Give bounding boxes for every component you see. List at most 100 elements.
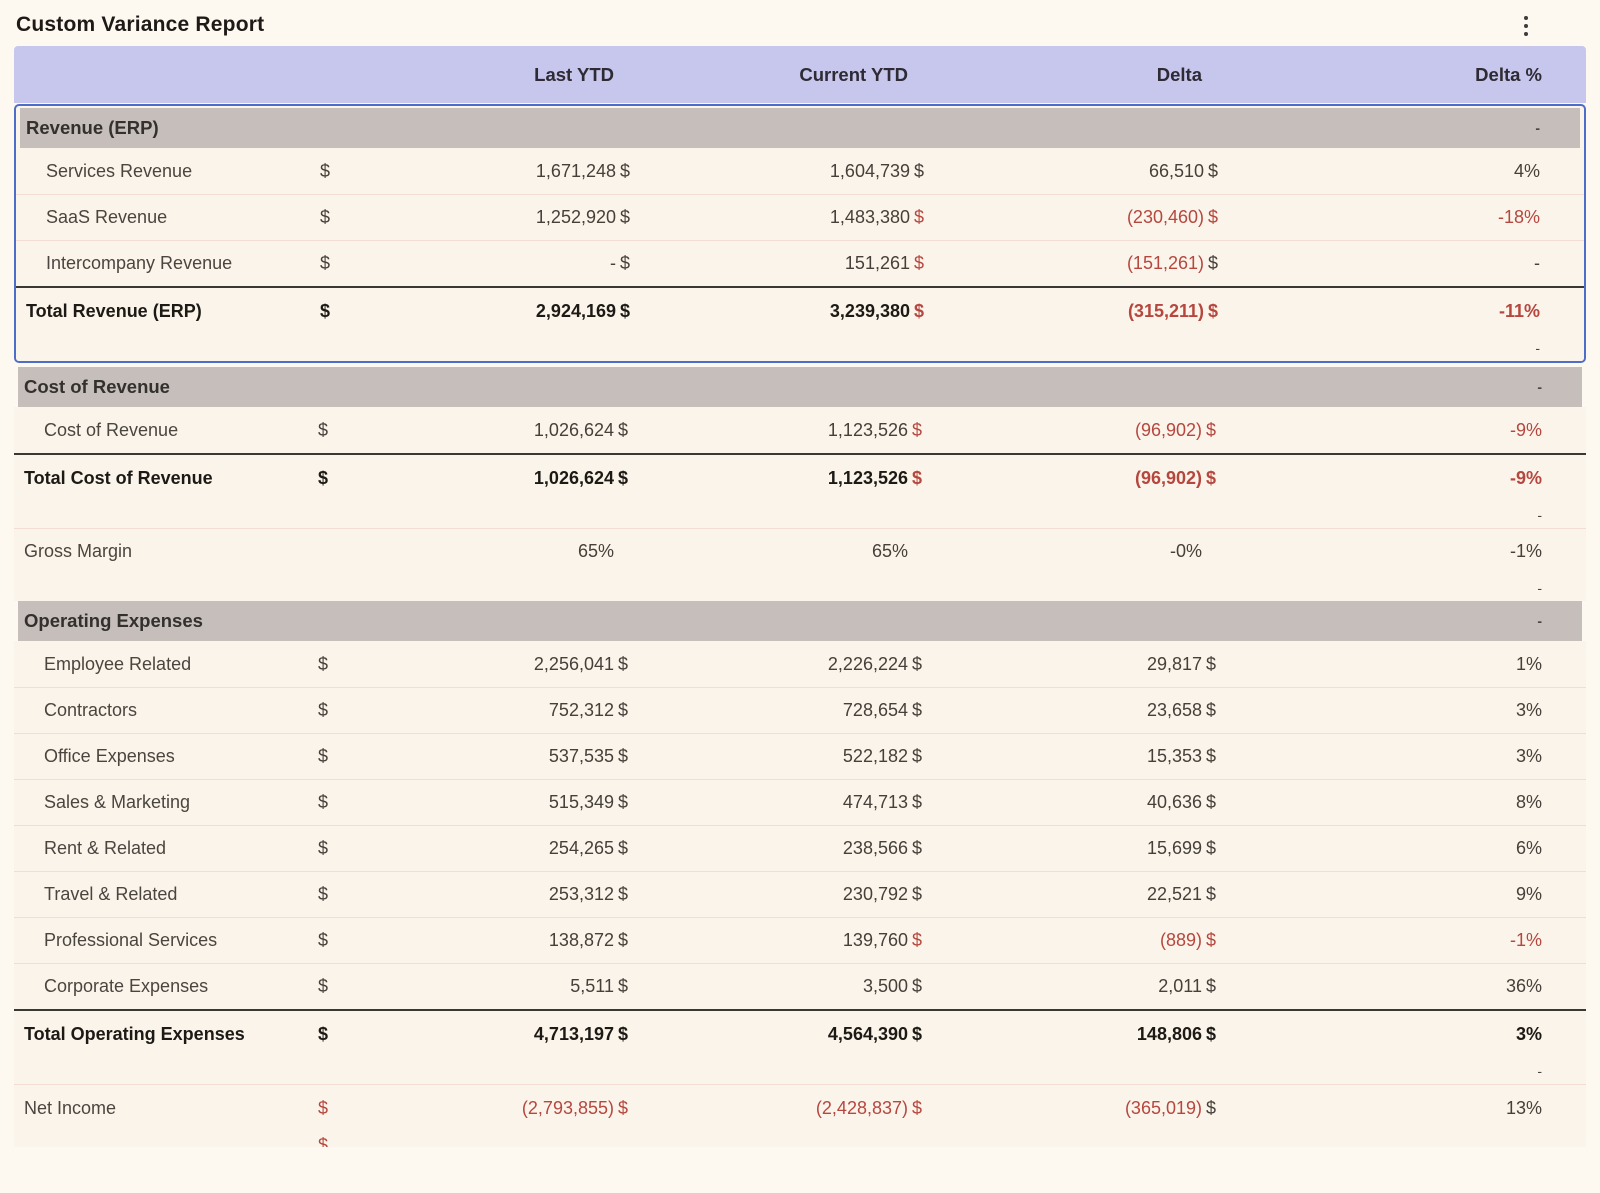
cell-value: (365,019) [1124, 1098, 1202, 1118]
section-header-row[interactable]: Revenue (ERP) - [20, 108, 1580, 148]
cell-value: 1,123,526 [827, 467, 908, 488]
section-dash: - [1535, 120, 1540, 136]
currency-symbol: $ [912, 792, 923, 812]
section-label: Revenue (ERP) [26, 117, 159, 138]
currency-symbol: $ [618, 467, 629, 488]
table-row[interactable]: Corporate Expenses $5,511 $3,500 $2,011 $36% [14, 963, 1586, 1009]
cell-value: 254,265 [548, 838, 614, 858]
cell-value: 1,026,624 [533, 467, 614, 488]
table-body: Cost of Revenue - Cost of Revenue $1,026,62… [14, 367, 1586, 1147]
currency-symbol: $ [620, 300, 631, 321]
currency-symbol: $ [1208, 160, 1219, 181]
row-label: Total Operating Expenses [24, 1023, 245, 1044]
currency-symbol: $ [912, 1098, 923, 1118]
page-title: Custom Variance Report [16, 13, 265, 36]
cell-value: 3% [1515, 700, 1542, 720]
table-row[interactable]: Office Expenses $537,535 $522,182 $15,353 $3… [14, 733, 1586, 779]
table-row[interactable]: Travel & Related $253,312 $230,792 $22,521 $… [14, 871, 1586, 917]
table-row[interactable]: Total Operating Expenses $4,713,197 $4,564… [14, 1009, 1586, 1057]
row-label: Professional Services [44, 930, 218, 950]
currency-symbol: $ [318, 792, 329, 812]
cell-value: 4,713,197 [533, 1023, 614, 1044]
row-label: Sales & Marketing [44, 792, 191, 812]
currency-symbol: $ [912, 838, 923, 858]
row-label: Services Revenue [46, 160, 193, 181]
currency-symbol: $ [618, 700, 629, 720]
currency-symbol: $ [914, 253, 925, 273]
currency-symbol: $ [318, 467, 329, 488]
cell-value: 2,924,169 [535, 300, 616, 321]
cell-value: 138,872 [548, 930, 614, 950]
cell-value: 139,760 [842, 930, 908, 950]
cell-value: 515,349 [548, 792, 614, 812]
table-row[interactable]: Gross Margin 65% 65% -0% -1% [14, 528, 1586, 574]
cell-value: 1,252,920 [535, 207, 616, 227]
kebab-menu-icon[interactable] [1518, 14, 1534, 38]
currency-symbol: $ [618, 792, 629, 812]
cell-value: 3,500 [862, 976, 908, 996]
cell-value: 3,239,380 [829, 300, 910, 321]
spacer-dash: - [1537, 506, 1542, 523]
spacer-row: - [14, 574, 1586, 601]
table-row[interactable]: Rent & Related $254,265 $238,566 $15,699 $6% [14, 825, 1586, 871]
row-label: Office Expenses [44, 746, 175, 766]
table-row[interactable]: Total Revenue (ERP) $2,924,169 $3,239,380 $… [16, 286, 1584, 334]
cell-value: (315,211) [1127, 300, 1204, 321]
currency-symbol: $ [912, 467, 923, 488]
currency-symbol: $ [912, 419, 923, 440]
currency-symbol: $ [914, 300, 925, 321]
currency-symbol: $ [914, 160, 925, 181]
row-label: SaaS Revenue [46, 207, 168, 227]
section-dash: - [1537, 613, 1542, 629]
cell-value: 15,699 [1146, 838, 1202, 858]
spacer-row: - [14, 501, 1586, 528]
currency-symbol: $ [912, 700, 923, 720]
table-row[interactable]: SaaS Revenue $1,252,920 $1,483,380 $ (230,46… [16, 194, 1584, 240]
cell-value: 66,510 [1148, 160, 1204, 181]
cell-value: 29,817 [1146, 653, 1202, 674]
currency-symbol: $ [1206, 884, 1217, 904]
currency-symbol: $ [1208, 253, 1219, 273]
currency-symbol: $ [318, 884, 329, 904]
cell-value: 474,713 [842, 792, 908, 812]
cell-value: (889) [1159, 930, 1202, 950]
cell-value: 148,806 [1136, 1023, 1202, 1044]
table-row[interactable]: Net Income $ (2,793,855) $ (2,428,837) $ (365,… [14, 1084, 1586, 1132]
cell-value: 238,566 [842, 838, 908, 858]
cell-value: - [610, 253, 616, 273]
header-cell-current-ytd: Current YTD [799, 63, 908, 85]
table-row[interactable]: Cost of Revenue $1,026,624 $1,123,526 $ (96,… [14, 407, 1586, 453]
cell-value: -18% [1497, 207, 1540, 227]
table-row[interactable]: Employee Related $2,256,041 $2,226,224 $29,… [14, 641, 1586, 687]
section-header-row[interactable]: Cost of Revenue - [18, 367, 1582, 407]
currency-symbol: $ [318, 838, 329, 858]
cell-value: -9% [1509, 419, 1542, 440]
currency-symbol: $ [318, 746, 329, 766]
section-dash: - [1537, 379, 1542, 395]
table-row[interactable]: Intercompany Revenue $ - $151,261 $ (151,261)… [16, 240, 1584, 286]
section-label: Operating Expenses [24, 610, 203, 631]
table-row[interactable]: Sales & Marketing $515,349 $474,713 $40,636… [14, 779, 1586, 825]
currency-symbol: $ [618, 838, 629, 858]
currency-symbol: $ [912, 976, 923, 996]
row-label: Total Revenue (ERP) [26, 300, 202, 321]
currency-symbol: $ [618, 419, 629, 440]
table-row[interactable]: Total Cost of Revenue $1,026,624 $1,123,52… [14, 453, 1586, 501]
cell-value: 2,226,224 [827, 653, 908, 674]
cell-value: 151,261 [844, 253, 910, 273]
currency-symbol: $ [618, 1023, 629, 1044]
cell-value: (151,261) [1126, 253, 1204, 273]
cell-value: 40,636 [1146, 792, 1202, 812]
table-row[interactable]: Contractors $752,312 $728,654 $23,658 $3% [14, 687, 1586, 733]
currency-symbol: $ [620, 207, 631, 227]
cell-value: -9% [1509, 467, 1542, 488]
currency-symbol: $ [1206, 1023, 1217, 1044]
cell-value: 13% [1505, 1098, 1542, 1118]
table-row[interactable]: Services Revenue $1,671,248 $1,604,739 $66,… [16, 148, 1584, 194]
section-header-row[interactable]: Operating Expenses - [18, 601, 1582, 641]
cell-value: 36% [1505, 976, 1542, 996]
cell-value: (230,460) [1126, 207, 1204, 227]
table-row[interactable]: Professional Services $138,872 $139,760 $ (8… [14, 917, 1586, 963]
spacer-dash: - [1537, 579, 1542, 596]
cell-value: 6% [1515, 838, 1542, 858]
